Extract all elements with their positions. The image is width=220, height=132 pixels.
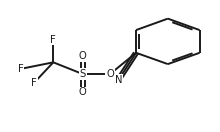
Text: F: F (31, 78, 37, 88)
Text: O: O (79, 87, 87, 97)
Text: F: F (18, 64, 23, 74)
Text: O: O (79, 51, 87, 61)
Text: N: N (115, 75, 122, 85)
Text: F: F (50, 35, 56, 45)
Text: O: O (106, 69, 114, 79)
Text: S: S (80, 69, 86, 79)
